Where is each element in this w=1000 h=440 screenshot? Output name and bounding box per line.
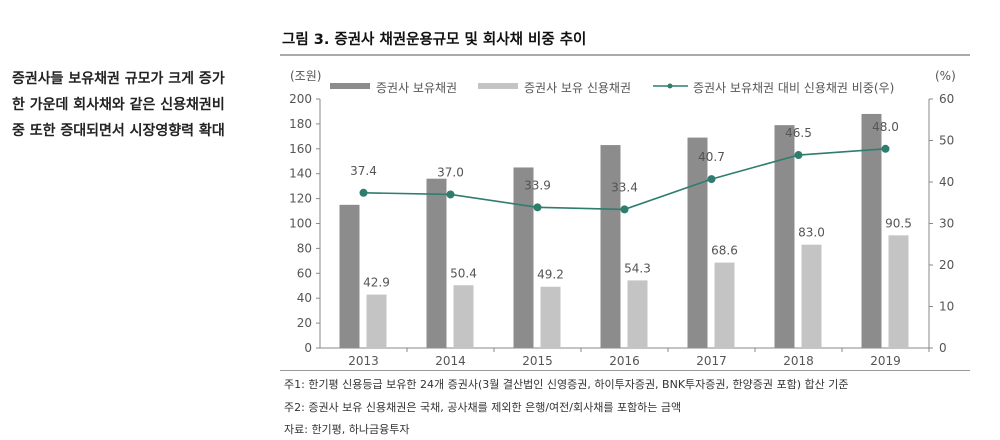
ratio-label: 33.9 [524, 178, 551, 192]
ratio-label: 40.7 [698, 150, 725, 164]
side-line: 한 가운데 회사채와 같은 신용채권비 [12, 97, 225, 113]
ratio-label: 33.4 [611, 180, 638, 194]
y2-tick-label: 10 [939, 300, 954, 314]
legend-swatch [478, 83, 518, 89]
y-tick-label: 20 [297, 316, 312, 330]
legend-label: 증권사 보유 신용채권 [524, 81, 631, 95]
ratio-point [533, 203, 542, 212]
x-tick-label: 2017 [696, 354, 727, 368]
bar-credit [627, 280, 648, 348]
y-tick-label: 140 [289, 167, 312, 181]
y-axis-label: (조원) [290, 69, 321, 83]
ratio-label: 46.5 [785, 126, 812, 140]
divider [280, 54, 970, 56]
y-tick-label: 100 [289, 217, 312, 231]
legend-label: 증권사 보유채권 대비 신용채권 비중(우) [693, 81, 894, 95]
side-line: 증권사들 보유채권 규모가 크게 증가 [12, 71, 225, 87]
y2-tick-label: 20 [939, 258, 954, 272]
bar-credit-label: 68.6 [711, 244, 738, 258]
y-tick-label: 80 [297, 241, 312, 255]
legend-label: 증권사 보유채권 [376, 81, 457, 95]
bar-total [426, 178, 447, 348]
bar-credit-label: 83.0 [798, 226, 825, 240]
ratio-point [794, 151, 803, 160]
bar-credit-label: 50.4 [450, 266, 477, 280]
source-note: 자료: 한기평, 하나금융투자 [284, 423, 410, 436]
ratio-label: 48.0 [872, 120, 899, 134]
y-tick-label: 120 [289, 192, 312, 206]
bar-credit-label: 54.3 [624, 261, 651, 275]
bar-credit-label: 90.5 [885, 216, 912, 230]
y2-axis-label: (%) [935, 69, 956, 83]
side-line: 중 또한 증대되면서 시장영향력 확대 [12, 123, 225, 139]
ratio-point [707, 175, 716, 184]
ratio-point [446, 190, 455, 199]
y-tick-label: 200 [289, 92, 312, 106]
ratio-label: 37.4 [350, 164, 377, 178]
bar-credit [366, 294, 387, 348]
x-tick-label: 2019 [870, 354, 901, 368]
y-tick-label: 60 [297, 266, 312, 280]
ratio-point [359, 188, 368, 197]
bar-total [513, 167, 534, 348]
bar-credit [801, 244, 822, 348]
bar-credit [540, 286, 561, 348]
y-tick-label: 160 [289, 142, 312, 156]
legend-swatch [330, 83, 370, 89]
bar-total [600, 145, 621, 348]
y2-tick-label: 30 [939, 217, 954, 231]
y2-tick-label: 40 [939, 175, 954, 189]
x-tick-label: 2013 [348, 354, 379, 368]
bar-total [861, 113, 882, 348]
y-tick-label: 180 [289, 117, 312, 131]
y-tick-label: 0 [304, 341, 312, 355]
chart-title: 그림 3. 증권사 채권운용규모 및 회사채 비중 추이 [282, 32, 587, 48]
bar-credit-label: 49.2 [537, 268, 564, 282]
side-summary: 증권사들 보유채권 규모가 크게 증가 한 가운데 회사채와 같은 신용채권비 … [12, 66, 262, 144]
ratio-point [620, 205, 629, 214]
y2-tick-label: 60 [939, 92, 954, 106]
bar-total [774, 125, 795, 349]
note-1: 주1: 한기평 신용등급 보유한 24개 증권사(3월 결산법인 신영증권, 하… [284, 378, 849, 391]
x-tick-label: 2016 [609, 354, 640, 368]
y2-tick-label: 50 [939, 134, 954, 148]
bar-credit [888, 235, 909, 348]
ratio-point [881, 144, 890, 153]
divider [280, 370, 970, 371]
bar-credit [714, 262, 735, 348]
x-tick-label: 2018 [783, 354, 814, 368]
bar-credit-label: 42.9 [363, 276, 390, 290]
legend-marker [667, 83, 673, 89]
bar-credit [453, 285, 474, 348]
y-tick-label: 40 [297, 291, 312, 305]
x-tick-label: 2015 [522, 354, 553, 368]
y2-tick-label: 0 [939, 341, 947, 355]
bar-total [687, 137, 708, 348]
x-tick-label: 2014 [435, 354, 466, 368]
note-2: 주2: 증권사 보유 신용채권은 국채, 공사채를 제외한 은행/여전/회사채를… [284, 401, 682, 414]
bar-total [339, 204, 360, 348]
ratio-label: 37.0 [437, 165, 464, 179]
